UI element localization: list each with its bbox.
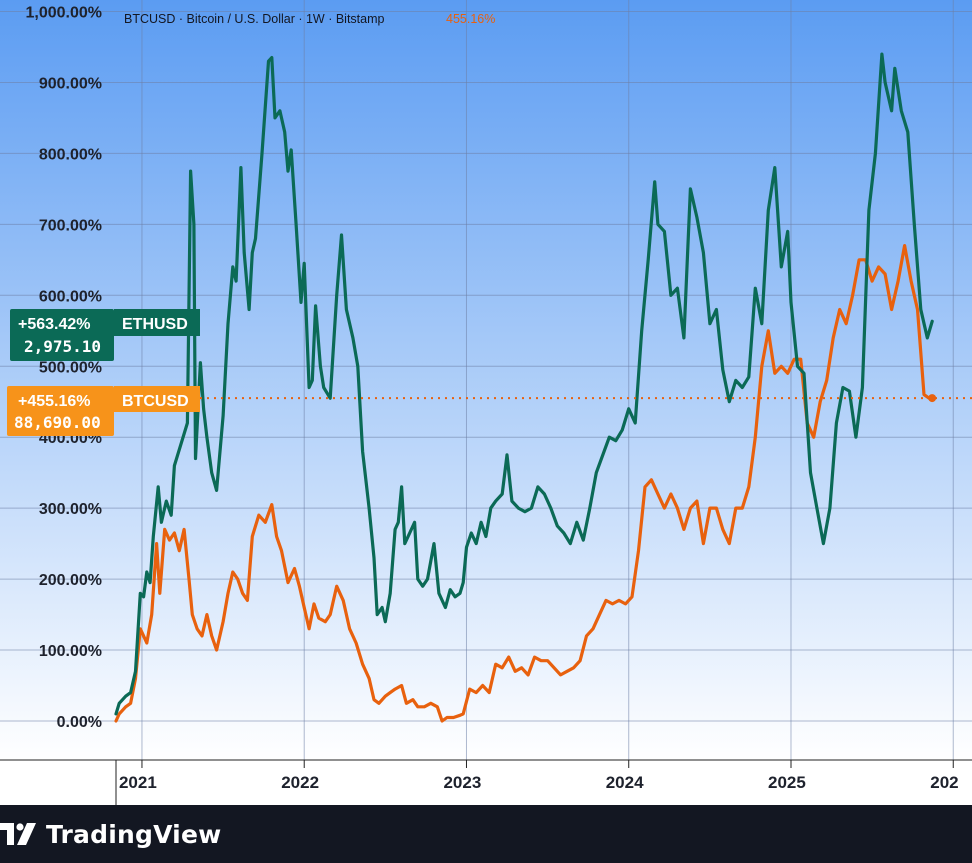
y-tick-label: 0.00%	[57, 714, 102, 731]
btcusd-price: 88,690.00	[14, 413, 101, 432]
price-chart[interactable]: 0.00%100.00%200.00%300.00%400.00%500.00%…	[0, 0, 972, 805]
time-axis-background	[0, 760, 972, 805]
y-tick-label: 500.00%	[39, 359, 102, 376]
plot-background	[0, 0, 972, 760]
y-tick-label: 200.00%	[39, 572, 102, 589]
ethusd-symbol: ETHUSD	[122, 316, 188, 333]
series-lines	[114, 52, 934, 723]
x-tick-label: 2025	[768, 773, 806, 792]
btcusd-line[interactable]	[114, 244, 934, 723]
tradingview-logo[interactable]: TradingView	[0, 817, 221, 851]
grid-lines	[0, 0, 972, 760]
footer-bar: TradingView	[0, 805, 972, 863]
tradingview-logo-icon	[0, 823, 36, 845]
y-tick-label: 700.00%	[39, 217, 102, 234]
y-axis-ticks: 0.00%100.00%200.00%300.00%400.00%500.00%…	[25, 5, 102, 732]
btcusd-change: +455.16%	[18, 393, 91, 410]
x-axis-ticks: 2021 2022 2023 2024 2025 202	[115, 760, 959, 805]
y-tick-label: 100.00%	[39, 643, 102, 660]
ethusd-price-label[interactable]: +563.42% 2,975.10 ETHUSD	[10, 309, 200, 361]
y-tick-label: 900.00%	[39, 75, 102, 92]
x-tick-label: 202	[930, 773, 958, 792]
y-tick-label: 300.00%	[39, 501, 102, 518]
y-tick-label: 1,000.00%	[25, 5, 102, 22]
btcusd-last-point	[928, 394, 937, 403]
chart-header-title: BTCUSD · Bitcoin / U.S. Dollar · 1W · Bi…	[124, 12, 385, 26]
ethusd-change: +563.42%	[18, 316, 91, 333]
x-tick-label: 2024	[606, 773, 644, 792]
x-tick-label: 2021	[119, 773, 157, 792]
ethusd-price: 2,975.10	[24, 337, 101, 356]
chart-header-value: 455.16%	[446, 12, 495, 26]
btcusd-symbol: BTCUSD	[122, 393, 189, 410]
tradingview-brand: TradingView	[46, 819, 222, 849]
x-tick-label: 2022	[281, 773, 319, 792]
ethusd-line[interactable]	[114, 52, 934, 716]
btcusd-price-label[interactable]: +455.16% 88,690.00 BTCUSD	[7, 386, 200, 436]
x-tick-label: 2023	[443, 773, 481, 792]
y-tick-label: 600.00%	[39, 288, 102, 305]
y-tick-label: 800.00%	[39, 146, 102, 163]
